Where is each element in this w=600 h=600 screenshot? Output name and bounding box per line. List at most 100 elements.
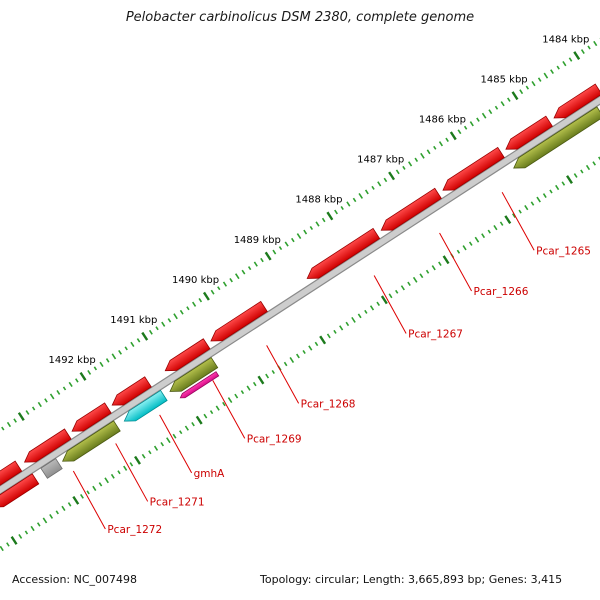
gene-arrow[interactable]: [59, 420, 121, 466]
minor-tick: [18, 534, 23, 539]
minor-tick: [476, 117, 480, 122]
minor-tick: [99, 361, 104, 368]
leader-line-gmhA: [159, 414, 193, 474]
minor-tick: [419, 273, 424, 279]
minor-tick: [13, 418, 17, 423]
minor-tick: [136, 338, 141, 343]
gene-arrow-Pcar_1268[interactable]: [208, 300, 268, 346]
gene-arrow-Pcar_1267[interactable]: [304, 227, 381, 283]
minor-tick: [369, 305, 375, 311]
minor-tick: [334, 209, 338, 215]
minor-tick: [173, 313, 178, 320]
minor-tick: [308, 345, 313, 351]
gene-arrow[interactable]: [0, 460, 23, 501]
major-tick: [380, 295, 388, 305]
gene-arrow-Pcar_1271[interactable]: [69, 402, 112, 436]
minor-tick: [383, 177, 388, 183]
tick-label-1491: 1491 kbp: [110, 315, 157, 326]
major-tick: [511, 91, 519, 101]
minor-tick: [56, 390, 61, 395]
minor-tick: [210, 289, 215, 295]
gene-arrow-Pcar_1269[interactable]: [162, 338, 211, 376]
gene-arrow-Pcar_1266[interactable]: [378, 187, 442, 235]
gene-label-gmhA[interactable]: gmhA: [194, 468, 226, 480]
gene-arrow[interactable]: [167, 356, 219, 397]
minor-tick: [573, 173, 578, 178]
minor-tick: [241, 269, 246, 275]
minor-tick: [302, 349, 306, 354]
gene-arrow[interactable]: [503, 115, 553, 154]
gene-label-Pcar_1269[interactable]: Pcar_1269: [247, 433, 302, 445]
minor-tick: [110, 473, 115, 479]
minor-tick: [339, 325, 344, 331]
minor-tick: [92, 485, 97, 491]
gene-label-Pcar_1267[interactable]: Pcar_1267: [408, 328, 463, 340]
leader-line-Pcar_1272: [72, 470, 106, 530]
minor-tick: [253, 261, 258, 267]
minor-tick: [6, 421, 12, 428]
minor-tick: [488, 109, 493, 115]
minor-tick: [186, 306, 190, 311]
minor-tick: [402, 165, 406, 170]
minor-tick: [412, 276, 418, 283]
minor-tick: [6, 542, 10, 547]
minor-tick: [542, 193, 547, 198]
minor-tick: [474, 236, 480, 243]
gene-arrow-Pcar_1272[interactable]: [21, 428, 72, 467]
gene-label-Pcar_1266[interactable]: Pcar_1266: [474, 286, 529, 298]
minor-tick: [80, 493, 84, 499]
minor-tick: [414, 157, 419, 163]
minor-tick: [209, 410, 214, 415]
minor-tick: [445, 137, 449, 142]
gene-label-Pcar_1265[interactable]: Pcar_1265: [536, 245, 591, 257]
gene-arrow[interactable]: [510, 106, 600, 173]
gene-arrow[interactable]: [179, 371, 220, 400]
genome-backbone: [0, 44, 600, 516]
minor-tick: [118, 349, 122, 355]
minor-tick: [524, 204, 529, 211]
major-tick: [264, 251, 272, 261]
gene-arrow-gmhA[interactable]: [121, 389, 168, 426]
minor-tick: [400, 285, 405, 291]
minor-tick: [487, 229, 491, 234]
gene-label-Pcar_1271[interactable]: Pcar_1271: [150, 496, 205, 508]
tick-label-1485: 1485 kbp: [481, 74, 528, 85]
minor-tick: [291, 237, 295, 243]
gene-arrow-Pcar_1265[interactable]: [440, 146, 505, 195]
minor-tick: [407, 281, 411, 286]
minor-tick: [562, 60, 567, 67]
minor-tick: [463, 125, 468, 130]
major-tick: [442, 255, 450, 265]
minor-tick: [543, 72, 549, 79]
major-tick: [257, 375, 265, 385]
major-tick: [326, 211, 334, 221]
tick-label-1490: 1490 kbp: [172, 275, 219, 286]
major-tick: [202, 291, 210, 301]
minor-tick: [155, 326, 159, 331]
gene-arrow[interactable]: [109, 376, 152, 410]
major-tick: [10, 536, 18, 545]
gene-arrow[interactable]: [40, 458, 63, 479]
major-tick: [195, 415, 203, 425]
minor-tick: [252, 381, 257, 387]
minor-tick: [284, 241, 289, 247]
minor-tick: [240, 390, 245, 395]
minor-tick: [371, 185, 375, 190]
gene-label-Pcar_1272[interactable]: Pcar_1272: [107, 524, 162, 536]
minor-tick: [531, 81, 536, 87]
minor-tick: [408, 161, 413, 167]
minor-tick: [30, 525, 35, 532]
leader-line-Pcar_1267: [373, 275, 407, 334]
minor-tick: [141, 453, 146, 459]
gene-arrow[interactable]: [551, 83, 600, 123]
minor-tick: [536, 196, 541, 203]
gene-arrow[interactable]: [0, 473, 40, 512]
minor-tick: [537, 77, 542, 82]
gene-label-Pcar_1268[interactable]: Pcar_1268: [301, 398, 356, 410]
minor-tick: [351, 316, 356, 323]
minor-tick: [179, 430, 183, 435]
minor-tick: [234, 393, 239, 399]
minor-tick: [364, 309, 368, 314]
minor-tick: [556, 65, 560, 70]
